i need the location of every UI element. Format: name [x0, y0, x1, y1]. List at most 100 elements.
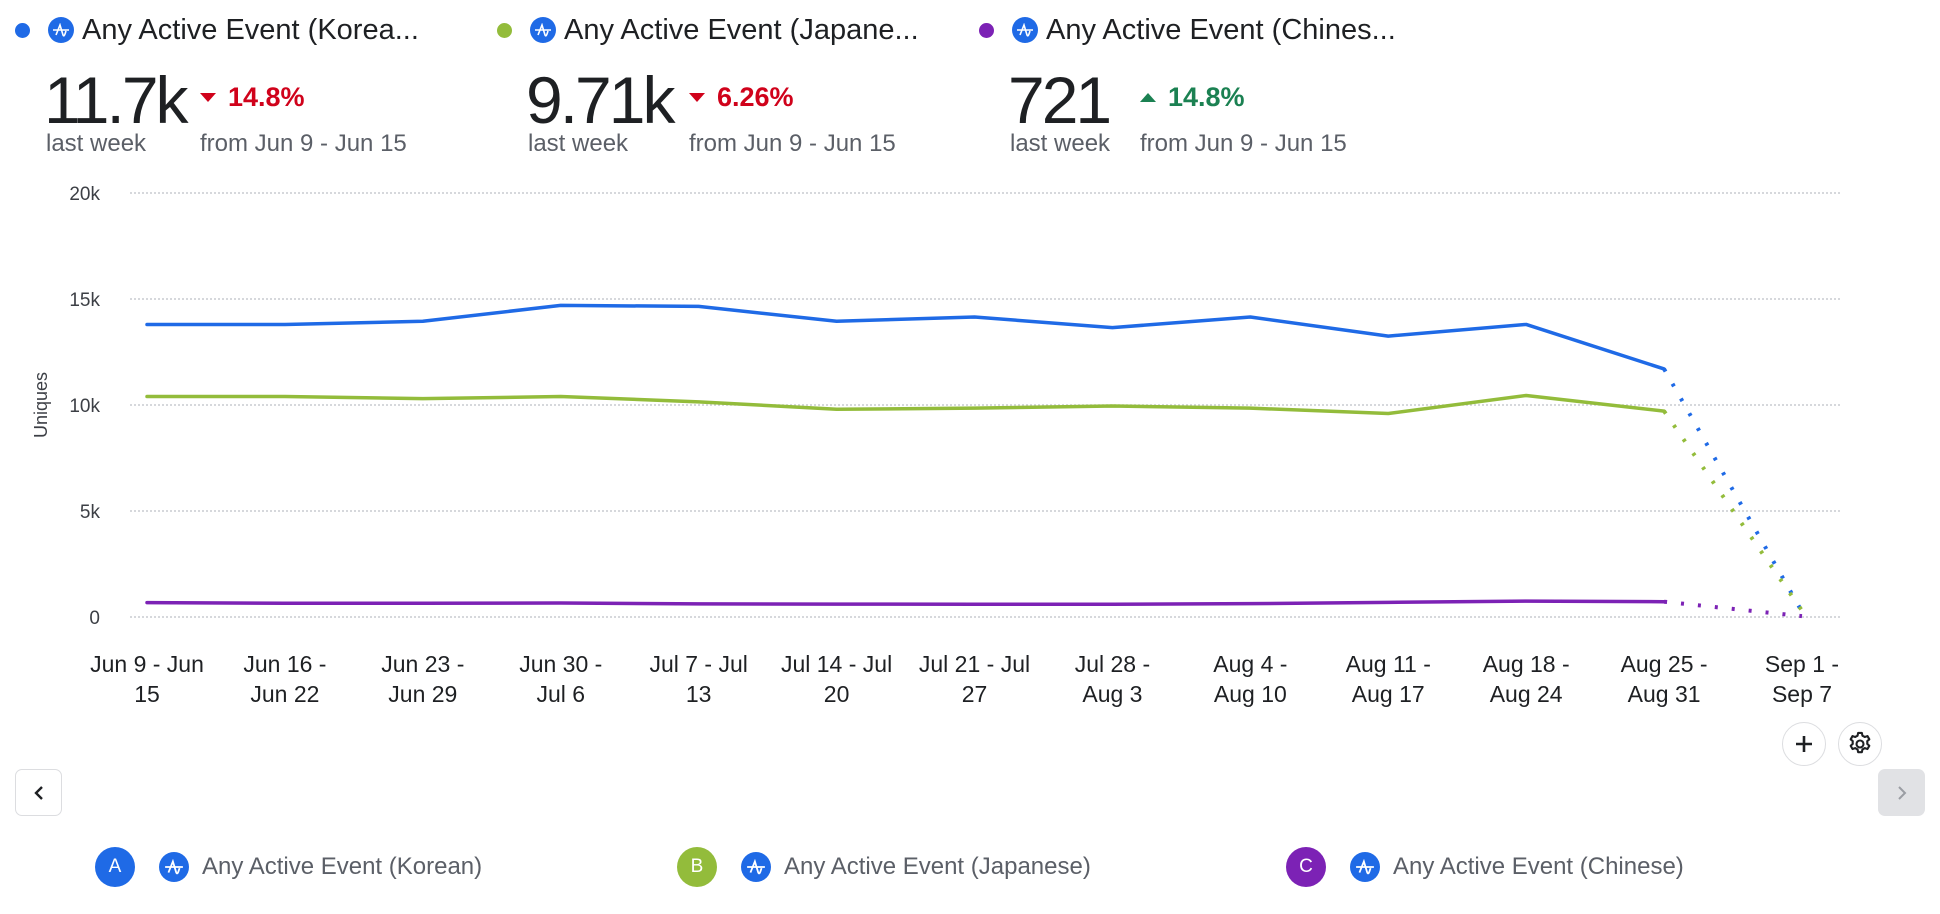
legend-item-chinese[interactable]: C Any Active Event (Chinese)	[1286, 847, 1684, 887]
data-point[interactable]	[969, 402, 981, 414]
data-point[interactable]	[141, 391, 153, 403]
data-point[interactable]	[1106, 400, 1118, 412]
data-point[interactable]	[831, 315, 843, 327]
delta-caption: from Jun 9 - Jun 15	[200, 130, 407, 157]
settings-button[interactable]	[1838, 722, 1882, 766]
chevron-right-icon	[1897, 785, 1906, 800]
series-line[interactable]	[145, 599, 1666, 607]
series-line[interactable]	[145, 303, 1666, 371]
series-letter-badge: A	[95, 847, 135, 887]
plus-icon	[1796, 736, 1812, 752]
series-letter-badge: B	[677, 847, 717, 887]
data-point[interactable]	[1244, 311, 1256, 323]
data-point[interactable]	[1244, 598, 1256, 610]
triangle-up-icon	[1140, 93, 1156, 102]
line-chart[interactable]: 0 5k 10k 15k 20k Uniques Jun 9 - Jun 15 Jun 16…	[0, 170, 1940, 720]
triangle-down-icon	[200, 93, 216, 102]
data-point[interactable]	[1382, 407, 1394, 419]
data-point[interactable]	[417, 597, 429, 609]
data-point[interactable]	[141, 597, 153, 609]
amplitude-event-icon	[159, 852, 189, 882]
metric-caption: last week	[528, 130, 629, 157]
series-color-dot	[979, 22, 994, 38]
delta-caption: from Jun 9 - Jun 15	[1140, 130, 1347, 157]
data-point[interactable]	[279, 391, 291, 403]
series-color-dot	[497, 22, 512, 38]
y-axis-label: Uniques	[31, 372, 51, 438]
series-line-incomplete[interactable]	[1662, 410, 1804, 612]
x-tick-label: Aug 4 -Aug 10	[1213, 651, 1287, 707]
delta-caption: from Jun 9 - Jun 15	[689, 130, 896, 157]
metric-delta: 14.8%	[1140, 82, 1245, 113]
y-tick-label: 15k	[69, 290, 100, 311]
data-point[interactable]	[279, 318, 291, 330]
y-axis-ticks: 0 5k 10k 15k 20k	[69, 184, 100, 629]
amplitude-event-icon	[530, 17, 556, 43]
x-tick-label: Jul 28 -Aug 3	[1075, 651, 1150, 707]
series-header-chinese[interactable]: Any Active Event (Chines...	[979, 8, 1396, 52]
metric-value: 721	[1008, 63, 1112, 137]
series-header-korean[interactable]: Any Active Event (Korea...	[15, 8, 419, 52]
data-point[interactable]	[693, 300, 705, 312]
data-point[interactable]	[1796, 610, 1808, 622]
series-line-incomplete[interactable]	[1663, 599, 1803, 619]
data-point[interactable]	[555, 391, 567, 403]
amplitude-event-icon	[741, 852, 771, 882]
legend-label: Any Active Event (Japanese)	[784, 853, 1091, 880]
series-line-incomplete[interactable]	[1662, 367, 1804, 613]
series-color-dot	[15, 22, 30, 38]
data-point[interactable]	[693, 396, 705, 408]
y-tick-label: 0	[89, 608, 100, 629]
x-tick-label: Jun 9 - Jun 15	[90, 651, 204, 707]
delta-value: 6.26%	[717, 82, 794, 112]
data-point[interactable]	[555, 597, 567, 609]
delta-value: 14.8%	[1168, 82, 1245, 112]
data-point[interactable]	[969, 311, 981, 323]
amplitude-event-icon	[48, 17, 74, 43]
data-point[interactable]	[1382, 330, 1394, 342]
x-tick-label: Jun 16 -Jun 22	[243, 651, 326, 707]
metric-delta: 6.26%	[689, 82, 794, 113]
series-title: Any Active Event (Japane...	[564, 13, 919, 46]
data-point[interactable]	[1244, 402, 1256, 414]
series-lines	[141, 299, 1808, 622]
legend-item-japanese[interactable]: B Any Active Event (Japanese)	[677, 847, 1091, 887]
data-point[interactable]	[1658, 596, 1670, 608]
legend-item-korean[interactable]: A Any Active Event (Korean)	[95, 847, 482, 887]
x-axis-ticks: Jun 9 - Jun 15 Jun 16 -Jun 22 Jun 23 -Jun 2…	[90, 651, 1839, 707]
data-point[interactable]	[969, 598, 981, 610]
data-point[interactable]	[1106, 322, 1118, 334]
data-point[interactable]	[1106, 598, 1118, 610]
data-point[interactable]	[831, 403, 843, 415]
data-point[interactable]	[417, 315, 429, 327]
data-point[interactable]	[831, 598, 843, 610]
y-tick-label: 20k	[69, 184, 100, 205]
data-point[interactable]	[693, 598, 705, 610]
x-tick-label: Aug 18 -Aug 24	[1483, 651, 1570, 707]
add-button[interactable]	[1782, 722, 1826, 766]
data-point[interactable]	[417, 393, 429, 405]
y-tick-label: 10k	[69, 396, 100, 417]
data-point[interactable]	[141, 318, 153, 330]
data-point[interactable]	[1520, 389, 1532, 401]
data-point[interactable]	[1658, 405, 1670, 417]
data-point[interactable]	[1658, 363, 1670, 375]
metric-value: 9.71k	[526, 63, 675, 137]
previous-page-button[interactable]	[15, 769, 62, 816]
next-page-button[interactable]	[1878, 769, 1925, 816]
series-line[interactable]	[145, 393, 1666, 416]
data-point[interactable]	[1520, 595, 1532, 607]
data-point[interactable]	[1520, 318, 1532, 330]
series-header-japanese[interactable]: Any Active Event (Japane...	[497, 8, 919, 52]
chevron-left-icon	[33, 785, 43, 800]
gear-icon	[1849, 731, 1871, 754]
data-point[interactable]	[1382, 596, 1394, 608]
x-tick-label: Jul 14 - Jul 20	[781, 651, 892, 707]
amplitude-event-icon	[1350, 852, 1380, 882]
x-tick-label: Aug 25 -Aug 31	[1621, 651, 1708, 707]
data-point[interactable]	[279, 597, 291, 609]
x-tick-label: Jun 23 -Jun 29	[381, 651, 464, 707]
data-point[interactable]	[555, 299, 567, 311]
series-letter-badge: C	[1286, 847, 1326, 887]
y-tick-label: 5k	[80, 502, 101, 523]
